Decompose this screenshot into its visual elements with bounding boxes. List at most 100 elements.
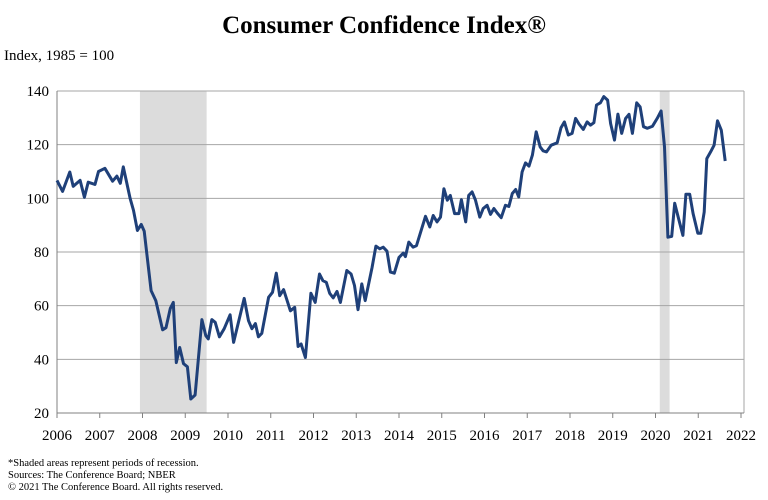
data-point: [357, 309, 359, 311]
data-point: [87, 181, 89, 183]
data-point: [162, 329, 164, 331]
data-point: [600, 102, 602, 104]
data-point: [546, 151, 548, 153]
data-point: [255, 323, 257, 325]
data-point: [201, 319, 203, 321]
data-point: [674, 202, 676, 204]
x-tick-label: 2021: [683, 428, 713, 444]
data-point: [340, 302, 342, 304]
x-tick-label: 2019: [598, 428, 628, 444]
data-point: [393, 272, 395, 274]
data-point: [454, 213, 456, 215]
data-point: [187, 366, 189, 368]
data-point: [671, 236, 673, 238]
data-point: [208, 338, 210, 340]
data-point: [575, 118, 577, 120]
data-point: [493, 208, 495, 210]
data-point: [486, 205, 488, 207]
data-point: [636, 102, 638, 104]
data-point: [692, 213, 694, 215]
data-point: [582, 129, 584, 131]
data-point: [169, 308, 171, 310]
data-point: [300, 343, 302, 345]
data-point: [461, 199, 463, 201]
x-tick-label: 2017: [512, 428, 543, 444]
data-point: [283, 289, 285, 291]
data-point: [412, 246, 414, 248]
data-point: [458, 213, 460, 215]
data-point: [172, 302, 174, 304]
x-tick-label: 2018: [555, 428, 585, 444]
data-point: [490, 214, 492, 216]
data-point: [72, 185, 74, 187]
data-point: [656, 118, 658, 120]
chart-notes: *Shaded areas represent periods of reces…: [8, 458, 223, 494]
data-point: [505, 205, 507, 207]
data-point: [98, 171, 100, 173]
y-tick-label: 140: [27, 84, 50, 100]
data-point: [416, 245, 418, 247]
data-point: [332, 297, 334, 299]
data-point: [350, 273, 352, 275]
data-point: [371, 266, 373, 268]
data-point: [535, 131, 537, 133]
data-point: [408, 241, 410, 243]
data-point: [261, 333, 263, 335]
data-point: [248, 320, 250, 322]
data-point: [56, 180, 58, 182]
data-point: [607, 99, 609, 101]
data-point: [528, 165, 530, 167]
data-point: [94, 184, 96, 186]
data-point: [326, 282, 328, 284]
data-point: [175, 362, 177, 364]
data-point: [511, 193, 513, 195]
data-point: [62, 191, 64, 193]
y-tick-label: 120: [27, 138, 50, 154]
x-tick-label: 2006: [42, 428, 73, 444]
data-point: [515, 189, 517, 191]
data-point: [268, 297, 270, 299]
data-point: [617, 113, 619, 115]
data-point: [233, 342, 235, 344]
data-point: [137, 230, 139, 232]
data-point: [398, 257, 400, 259]
data-point: [564, 121, 566, 123]
sources-note: Sources: The Conference Board; NBER: [8, 470, 176, 481]
data-point: [614, 139, 616, 141]
data-point: [625, 118, 627, 120]
x-tick-label: 2014: [384, 428, 415, 444]
x-tick-label: 2013: [341, 428, 371, 444]
data-point: [443, 188, 445, 190]
y-tick-label: 40: [34, 352, 49, 368]
data-point: [140, 224, 142, 226]
gridlines: [57, 90, 745, 413]
data-point: [69, 171, 71, 173]
data-point: [593, 122, 595, 124]
data-point: [465, 221, 467, 223]
data-point: [405, 256, 407, 258]
data-point: [639, 106, 641, 108]
data-point: [382, 246, 384, 248]
data-point: [643, 126, 645, 128]
data-point: [122, 166, 124, 168]
data-point: [79, 180, 81, 182]
data-point: [660, 110, 662, 112]
data-point: [364, 300, 366, 302]
data-point: [390, 271, 392, 273]
data-point: [713, 144, 715, 146]
data-point: [482, 208, 484, 210]
data-point: [354, 285, 356, 287]
data-point: [432, 215, 434, 217]
data-point: [539, 146, 541, 148]
data-point: [194, 394, 196, 396]
data-point: [710, 151, 712, 153]
data-point: [294, 306, 296, 308]
data-point: [475, 199, 477, 201]
data-point: [119, 183, 121, 185]
data-point: [556, 142, 558, 144]
data-point: [402, 252, 404, 254]
data-point: [447, 199, 449, 201]
data-point: [571, 133, 573, 135]
data-point: [425, 216, 427, 218]
data-point: [532, 154, 534, 156]
